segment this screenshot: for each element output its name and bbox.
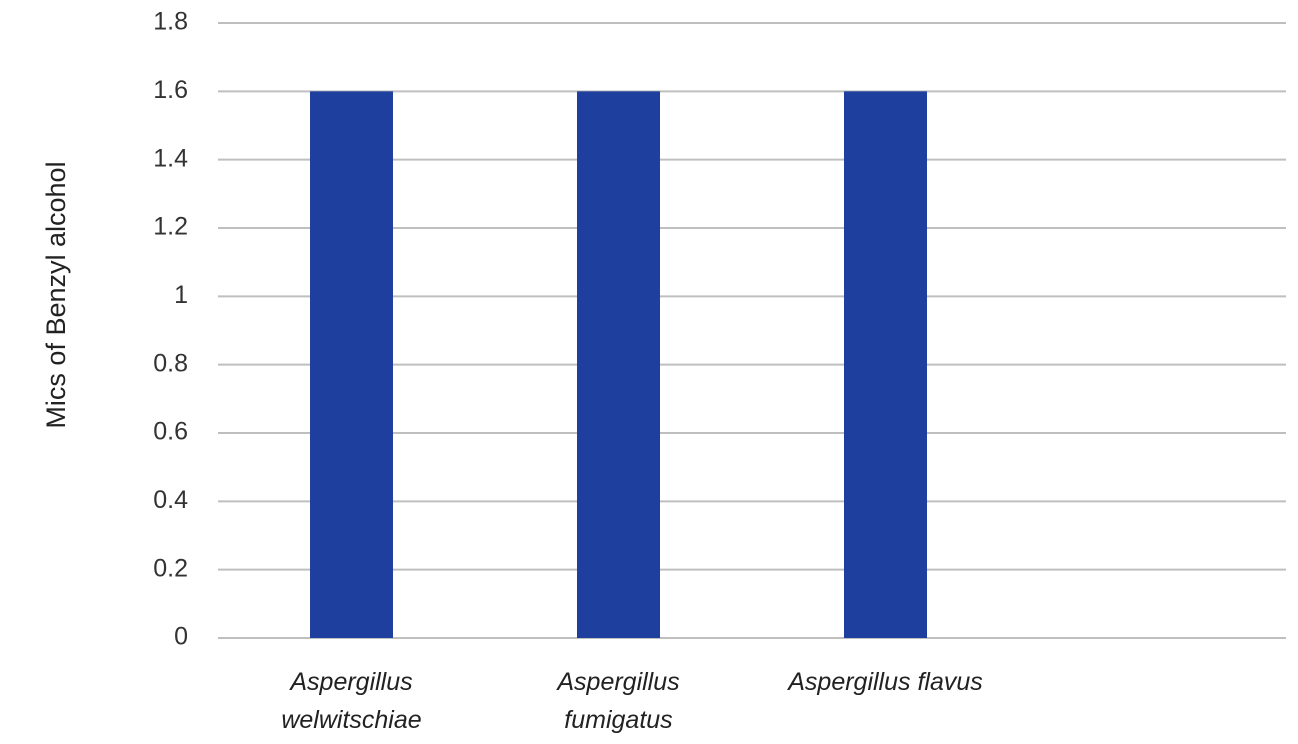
x-category-label: Aspergillus fumigatus xyxy=(555,668,679,734)
y-tick-label: 0.8 xyxy=(153,349,188,377)
x-category-label-line: Aspergillus xyxy=(555,668,679,696)
x-category-label-line: fumigatus xyxy=(564,706,672,734)
y-tick-label: 0 xyxy=(174,623,188,651)
y-tick-label: 1.8 xyxy=(153,8,188,36)
x-category-label-line: Aspergillus xyxy=(288,668,412,696)
y-tick-label: 0.2 xyxy=(153,554,188,582)
y-tick-label: 1.6 xyxy=(153,76,188,104)
x-category-label-line: welwitschiae xyxy=(281,706,421,734)
y-tick-label: 1.2 xyxy=(153,213,188,241)
bar xyxy=(844,91,927,639)
bar xyxy=(310,91,393,639)
bar xyxy=(577,91,660,639)
x-category-label: Aspergillus flavus xyxy=(786,668,983,696)
y-tick-label: 0.6 xyxy=(153,418,188,446)
x-category-label: Aspergillus welwitschiae xyxy=(281,668,421,734)
gridlines xyxy=(218,22,1286,639)
bars xyxy=(310,91,927,639)
y-tick-label: 0.4 xyxy=(153,486,188,514)
x-category-label-line: Aspergillus flavus xyxy=(786,668,983,696)
y-axis-tick-labels: 0 0.2 0.4 0.6 0.8 1 1.2 1.4 1.6 1.8 xyxy=(153,8,188,651)
y-tick-label: 1.4 xyxy=(153,144,188,172)
x-axis-category-labels: Aspergillus welwitschiae Aspergillus fumiga… xyxy=(281,668,982,734)
y-axis-title: Mics of Benzyl alcohol xyxy=(41,161,71,428)
y-tick-label: 1 xyxy=(174,281,188,309)
